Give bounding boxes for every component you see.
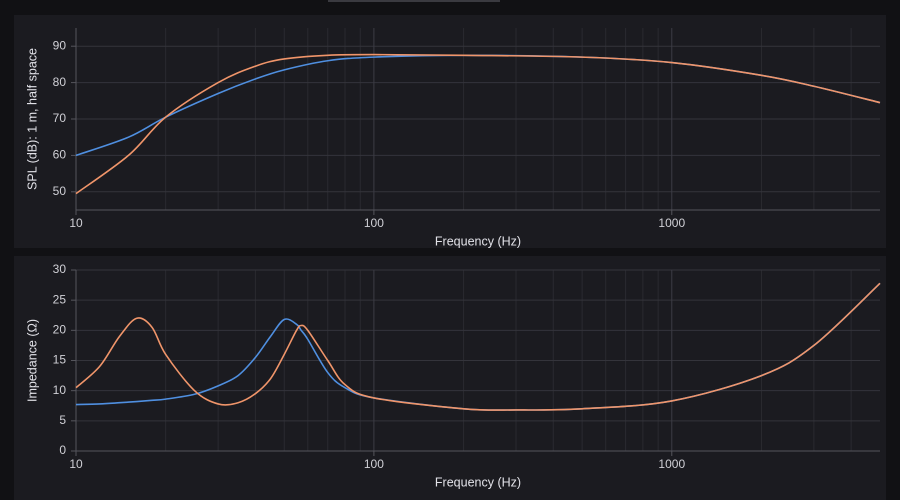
x-tick-label: 1000	[658, 457, 685, 471]
series-line	[75, 53, 881, 195]
y-tick-label: 10	[53, 383, 67, 397]
x-tick-label: 10	[69, 457, 83, 471]
y-tick-label: 70	[53, 111, 67, 125]
y-tick-label: 5	[59, 413, 66, 427]
y-axis-title: Impedance (Ω)	[25, 319, 39, 402]
x-tick-label: 10	[69, 216, 83, 230]
y-tick-label: 90	[53, 38, 67, 52]
panel	[14, 15, 886, 248]
y-tick-label: 15	[53, 353, 67, 367]
y-tick-label: 80	[53, 75, 67, 89]
x-axis-title: Frequency (Hz)	[435, 234, 521, 248]
y-tick-label: 30	[53, 262, 67, 276]
y-tick-label: 60	[53, 148, 67, 162]
y-tick-label: 0	[59, 443, 66, 457]
panel	[14, 256, 886, 500]
y-tick-label: 25	[53, 292, 67, 306]
y-axis-title: SPL (dB): 1 m, half space	[25, 48, 39, 190]
x-axis-title: Frequency (Hz)	[435, 475, 521, 489]
y-tick-label: 50	[53, 184, 67, 198]
x-tick-label: 100	[364, 216, 384, 230]
series-line	[75, 282, 881, 411]
x-tick-label: 100	[364, 457, 384, 471]
y-tick-label: 20	[53, 323, 67, 337]
tab-indicator	[328, 0, 500, 2]
x-tick-label: 1000	[658, 216, 685, 230]
